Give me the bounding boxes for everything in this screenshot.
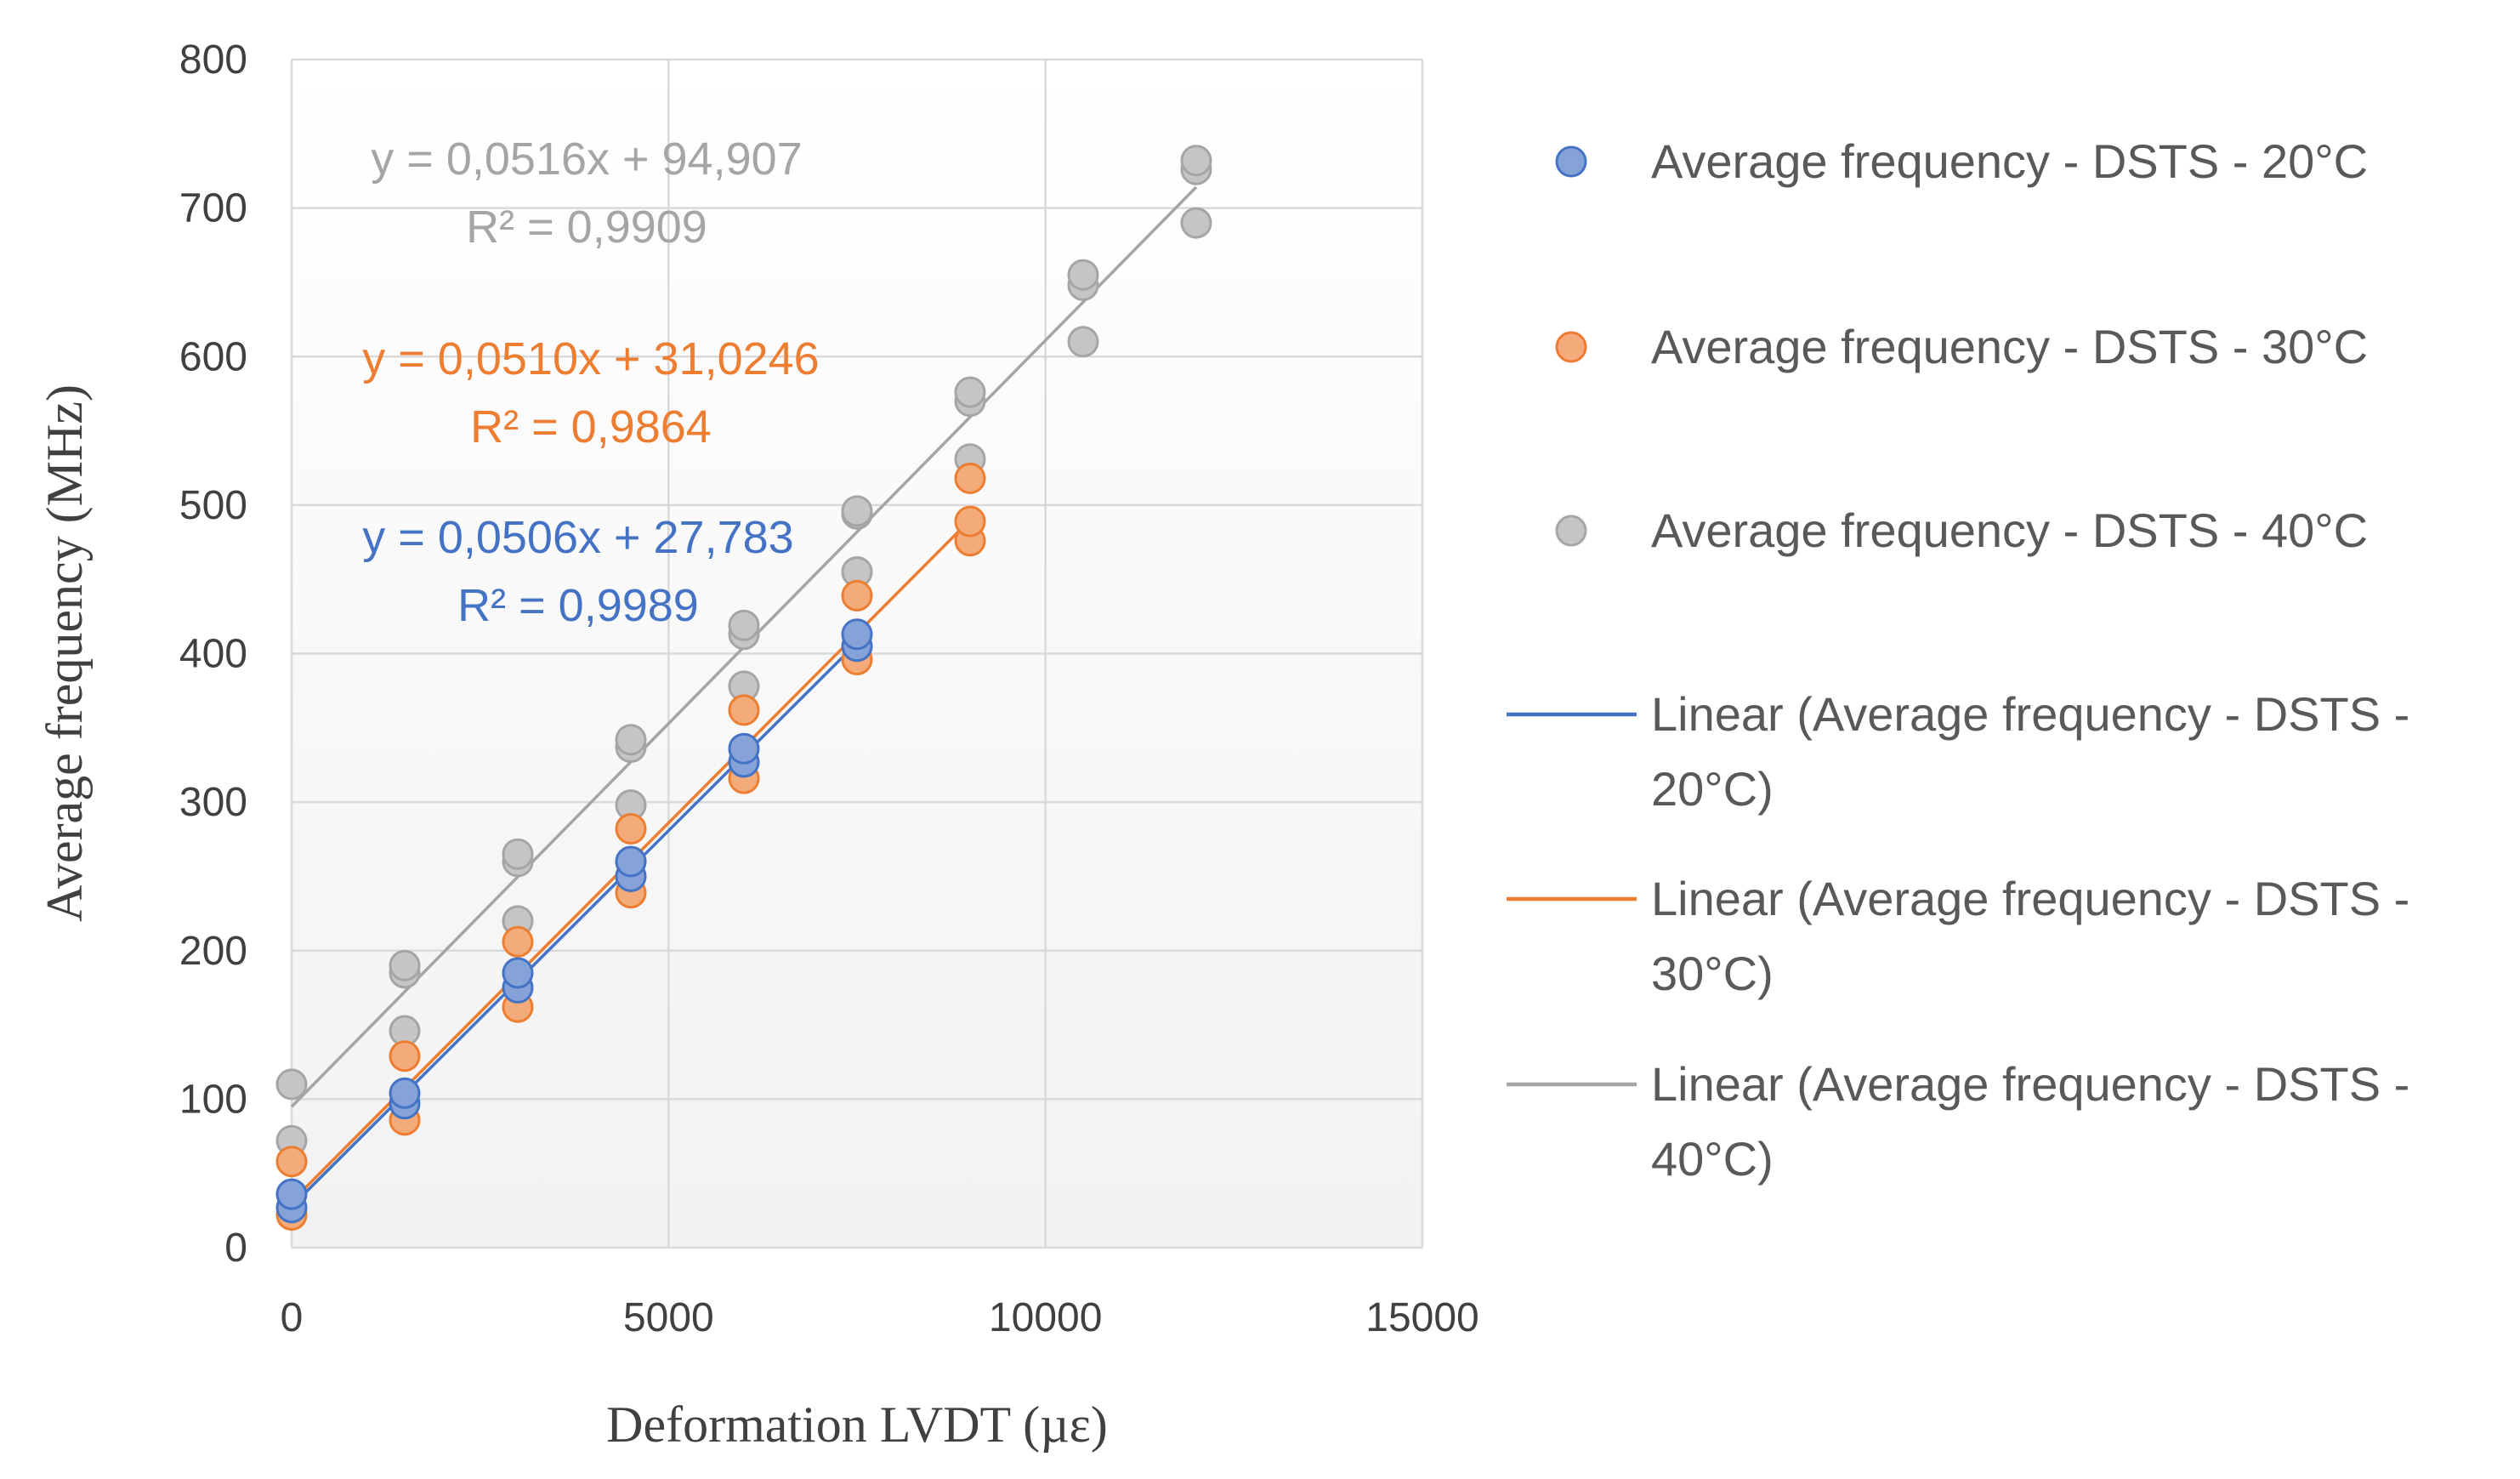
x-axis-title: Deformation LVDT (µε) bbox=[606, 1397, 1108, 1453]
legend-marker-30c bbox=[1555, 331, 1587, 363]
legend-marker-40c bbox=[1555, 515, 1587, 547]
legend-trend-label-cont-20c: 20°C) bbox=[1651, 762, 1774, 816]
y-tick-label: 100 bbox=[179, 1077, 247, 1122]
data-point-30c bbox=[502, 925, 534, 958]
data-point-40c bbox=[389, 949, 421, 981]
trend-equation-40c: y = 0,0516x + 94,907 bbox=[371, 134, 802, 185]
legend-trend-label-cont-40c: 40°C) bbox=[1651, 1132, 1774, 1186]
legend-trend-label-40c: Linear (Average frequency - DSTS - bbox=[1651, 1057, 2409, 1111]
y-tick-label: 500 bbox=[179, 483, 247, 528]
data-point-40c bbox=[1180, 145, 1212, 177]
data-point-40c bbox=[728, 609, 760, 641]
x-tick-label: 0 bbox=[281, 1295, 304, 1340]
trend-equation-30c: y = 0,0510x + 31,0246 bbox=[362, 333, 819, 384]
data-point-40c bbox=[1180, 207, 1212, 239]
data-point-30c bbox=[954, 462, 986, 494]
trend-r2-40c: R² = 0,9909 bbox=[466, 202, 707, 253]
y-tick-label: 400 bbox=[179, 632, 247, 677]
y-tick-label: 200 bbox=[179, 929, 247, 974]
y-axis-title: Average frequency (MHz) bbox=[37, 384, 93, 922]
data-point-40c bbox=[502, 838, 534, 870]
data-point-20c bbox=[728, 732, 760, 765]
x-tick-label: 5000 bbox=[623, 1295, 714, 1340]
data-point-30c bbox=[728, 694, 760, 726]
trend-line-20c bbox=[290, 641, 859, 1208]
y-tick-label: 700 bbox=[179, 186, 247, 231]
data-points bbox=[275, 145, 1212, 1232]
data-point-40c bbox=[615, 724, 647, 756]
data-point-20c bbox=[615, 845, 647, 878]
data-point-30c bbox=[615, 813, 647, 845]
legend-label-30c: Average frequency - DSTS - 30°C bbox=[1651, 320, 2368, 373]
y-axis-tick-labels: 0 100 200 300 400 500 600 700 800 bbox=[179, 37, 247, 1271]
data-point-30c bbox=[954, 505, 986, 538]
data-point-40c bbox=[954, 376, 986, 408]
legend-trend-label-cont-30c: 30°C) bbox=[1651, 947, 1774, 1000]
legend-marker-20c bbox=[1555, 145, 1587, 178]
x-axis-tick-labels: 0 5000 10000 15000 bbox=[281, 1295, 1479, 1340]
data-point-30c bbox=[275, 1146, 308, 1178]
data-point-40c bbox=[275, 1068, 308, 1101]
legend-trend-label-30c: Linear (Average frequency - DSTS - bbox=[1651, 872, 2409, 925]
legend: Average frequency - DSTS - 20°C Average f… bbox=[1507, 134, 2409, 1186]
trend-r2-30c: R² = 0,9864 bbox=[470, 401, 712, 452]
y-tick-label: 0 bbox=[224, 1226, 247, 1271]
y-tick-label: 600 bbox=[179, 334, 247, 379]
trend-equations: y = 0,0506x + 27,783 R² = 0,9989 y = 0,051… bbox=[362, 134, 819, 631]
legend-label-40c: Average frequency - DSTS - 40°C bbox=[1651, 503, 2368, 557]
grid-lines bbox=[290, 58, 1424, 1249]
legend-label-20c: Average frequency - DSTS - 20°C bbox=[1651, 134, 2368, 188]
x-tick-label: 15000 bbox=[1365, 1295, 1479, 1340]
y-tick-label: 800 bbox=[179, 37, 247, 82]
trend-r2-20c: R² = 0,9989 bbox=[457, 580, 699, 631]
data-point-20c bbox=[841, 618, 873, 651]
data-point-40c bbox=[1067, 259, 1099, 291]
legend-trend-label-20c: Linear (Average frequency - DSTS - bbox=[1651, 687, 2409, 741]
x-tick-label: 10000 bbox=[989, 1295, 1102, 1340]
data-point-40c bbox=[1067, 326, 1099, 358]
data-point-30c bbox=[841, 579, 873, 612]
data-point-20c bbox=[389, 1077, 421, 1109]
data-point-20c bbox=[502, 957, 534, 989]
data-point-40c bbox=[841, 495, 873, 527]
trend-equation-20c: y = 0,0506x + 27,783 bbox=[362, 512, 793, 563]
data-point-20c bbox=[275, 1178, 308, 1210]
data-point-30c bbox=[389, 1040, 421, 1072]
y-tick-label: 300 bbox=[179, 780, 247, 825]
